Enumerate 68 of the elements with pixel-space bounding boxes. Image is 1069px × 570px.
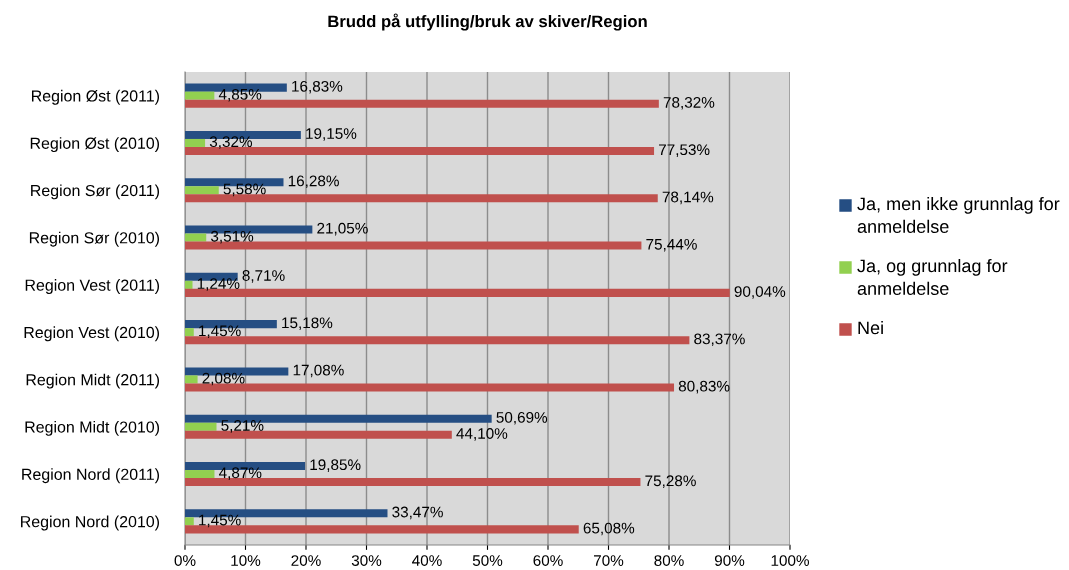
data-label: 16,83% — [292, 80, 343, 94]
x-tick-label: 100% — [771, 555, 809, 566]
data-label: 75,28% — [645, 475, 696, 488]
data-label: 21,05% — [317, 222, 368, 236]
y-tick-label: Region Sør (2010) — [29, 231, 160, 247]
bar — [185, 422, 217, 431]
bar — [185, 336, 690, 345]
data-label: 50,69% — [496, 411, 548, 425]
data-label: 3,51% — [210, 230, 254, 244]
data-label: 75,44% — [646, 238, 697, 252]
data-label: 15,18% — [282, 317, 333, 331]
data-label: 65,08% — [583, 522, 635, 536]
data-label: 4,85% — [218, 88, 262, 102]
data-label: 83,37% — [694, 333, 745, 347]
y-tick-label: Region Øst (2011) — [31, 89, 160, 105]
legend-label: Ja, og grunnlag for anmeldelse — [857, 259, 1008, 295]
bar — [185, 517, 194, 526]
bar — [185, 328, 194, 337]
data-label: 78,14% — [662, 191, 714, 205]
data-label: 16,28% — [288, 175, 339, 189]
y-tick-label: Region Sør (2011) — [31, 184, 160, 200]
x-tick-label: 10% — [231, 555, 261, 566]
data-label: 3,32% — [209, 136, 253, 149]
y-tick-label: Region Vest (2011) — [25, 279, 160, 294]
x-tick-label: 80% — [654, 555, 684, 566]
data-label: 5,58% — [223, 183, 266, 197]
bar — [185, 470, 215, 479]
legend-label: Ja, men ikke grunnlag for anmeldelse — [857, 197, 1060, 233]
data-label: 19,85% — [310, 459, 361, 472]
x-tick-label: 30% — [351, 555, 382, 566]
bar — [185, 478, 641, 487]
x-tick-label: 90% — [714, 555, 745, 566]
x-tick-label: 50% — [472, 555, 503, 566]
data-label: 1,45% — [199, 325, 241, 339]
data-label: 1,45% — [199, 514, 241, 528]
y-tick-label: Region Midt (2011) — [26, 373, 160, 389]
data-label: 2,08% — [202, 372, 245, 386]
y-tick-label: Region Nord (2011) — [22, 468, 160, 484]
y-tick-label: Region Midt (2010) — [25, 420, 160, 436]
data-label: 19,15% — [306, 128, 357, 141]
chart-title: Brudd på utfylling/bruk av skiver/Region — [328, 13, 647, 31]
y-tick-label: Region Vest (2010) — [24, 326, 160, 342]
bar — [185, 375, 198, 384]
y-tick-label: Region Øst (2010) — [30, 137, 160, 153]
data-label: 17,08% — [293, 364, 344, 378]
bar — [185, 383, 675, 392]
bar — [185, 233, 207, 242]
x-tick-label: 20% — [291, 555, 321, 566]
x-tick-label: 40% — [412, 555, 442, 566]
data-label: 80,83% — [678, 380, 730, 394]
x-tick-label: 0% — [174, 555, 196, 566]
data-label: 5,21% — [221, 420, 264, 433]
bar — [185, 186, 219, 195]
bar — [185, 138, 206, 147]
x-tick-label: 70% — [593, 555, 624, 566]
data-label: 77,53% — [659, 144, 710, 157]
data-label: 90,04% — [734, 286, 786, 299]
bar — [185, 280, 193, 289]
bar — [185, 91, 215, 100]
data-label: 1,24% — [197, 278, 240, 291]
data-label: 44,10% — [456, 428, 508, 441]
x-tick-label: 60% — [533, 555, 563, 566]
legend-label: Nei — [858, 321, 883, 335]
y-tick-label: Region Nord (2010) — [21, 515, 160, 531]
data-label: 8,71% — [242, 270, 285, 283]
data-label: 78,32% — [663, 96, 715, 110]
data-label: 33,47% — [392, 506, 443, 520]
data-label: 4,87% — [218, 467, 262, 480]
